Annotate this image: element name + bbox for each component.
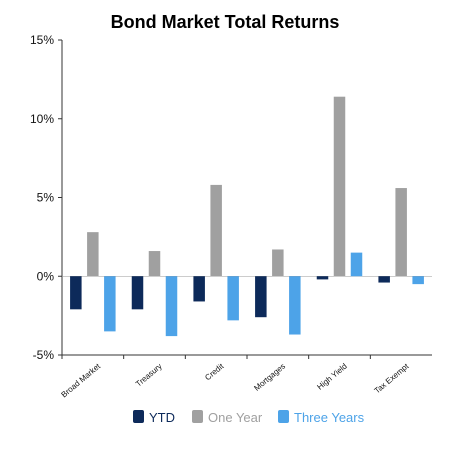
bar-ytd (378, 276, 390, 283)
bar-ytd (193, 276, 205, 302)
legend-swatch (278, 410, 289, 423)
bar-ytd (70, 276, 82, 310)
bar-three-years (350, 252, 363, 277)
legend-swatch (133, 410, 144, 423)
bar-three-years (289, 276, 301, 335)
bar-three-years (165, 276, 178, 337)
axes: -5% 0% 5% 10% 15% (30, 33, 432, 362)
legend: YTD One Year Three Years (133, 410, 365, 425)
y-tick-label: 15% (30, 33, 54, 47)
bar-three-years (104, 276, 116, 332)
bar-three-years (412, 276, 424, 285)
legend-swatch (192, 410, 203, 423)
x-tick-label: High Yield (315, 362, 348, 392)
chart-title: Bond Market Total Returns (111, 12, 340, 32)
bars (70, 96, 424, 337)
x-tick-label: Credit (203, 361, 226, 382)
bar-three-years (227, 276, 239, 321)
legend-label: YTD (149, 410, 175, 425)
y-tick-label: -5% (33, 348, 55, 362)
bar-ytd (131, 276, 144, 310)
x-tick-label: Tax Exempt (373, 361, 411, 395)
legend-label: Three Years (294, 410, 365, 425)
y-tick-label: 10% (30, 112, 54, 126)
x-tick-labels: Broad Market Treasury Credit Mortgages High … (60, 361, 412, 399)
bar-one-year (333, 96, 346, 277)
y-tick-label: 5% (37, 191, 55, 205)
bar-ytd (316, 276, 329, 280)
legend-label: One Year (208, 410, 263, 425)
bar-one-year (272, 249, 284, 277)
bar-one-year (395, 188, 407, 277)
x-tick-label: Mortgages (252, 362, 287, 393)
bar-one-year (87, 232, 99, 277)
bar-one-year (148, 251, 161, 277)
y-tick-label: 0% (37, 269, 55, 283)
x-tick-label: Treasury (134, 362, 164, 389)
x-tick-label: Broad Market (60, 361, 103, 399)
bar-ytd (255, 276, 267, 318)
bar-one-year (210, 184, 222, 277)
